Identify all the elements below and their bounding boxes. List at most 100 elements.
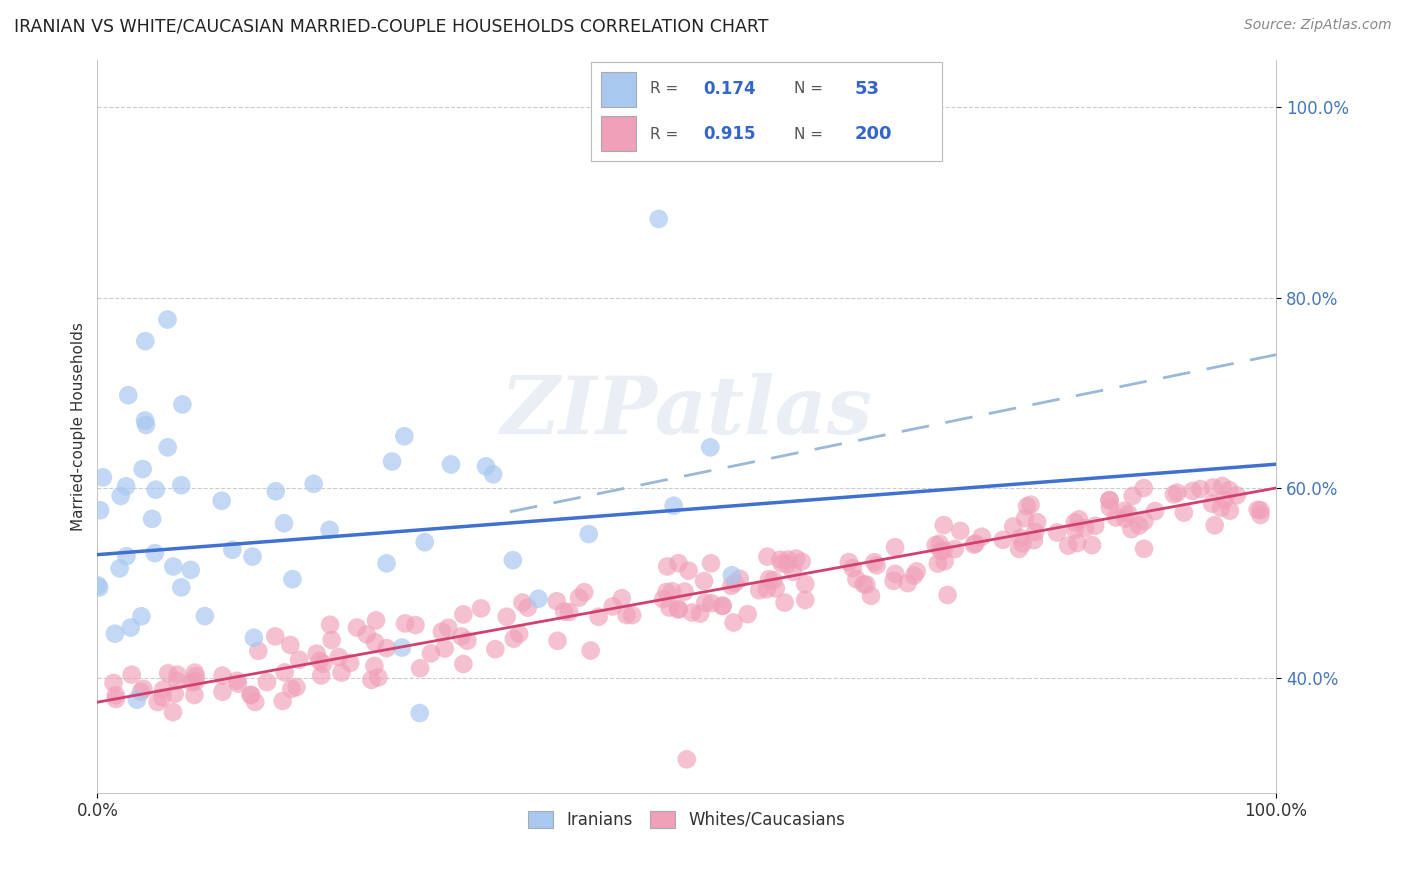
Point	[91, 470, 114, 484]
Point	[280, 681, 302, 696]
Point	[748, 583, 770, 598]
Point	[1002, 519, 1025, 533]
Point	[756, 549, 779, 564]
Point	[264, 484, 287, 499]
Point	[346, 621, 368, 635]
Point	[991, 533, 1014, 547]
Point	[280, 638, 302, 652]
Point	[1098, 500, 1121, 515]
Point	[132, 462, 155, 476]
Point	[482, 467, 505, 482]
Point	[330, 665, 353, 680]
Point	[794, 577, 817, 591]
Point	[1081, 538, 1104, 552]
Point	[162, 559, 184, 574]
Point	[929, 544, 952, 558]
Point	[661, 584, 683, 599]
Point	[927, 557, 949, 571]
Point	[117, 388, 139, 402]
Point	[508, 627, 530, 641]
Point	[430, 624, 453, 639]
Point	[184, 669, 207, 683]
Point	[1143, 504, 1166, 518]
Point	[1118, 507, 1140, 521]
Point	[903, 568, 925, 582]
Point	[115, 479, 138, 493]
Point	[721, 568, 744, 582]
Point	[256, 675, 278, 690]
Point	[673, 584, 696, 599]
Point	[936, 588, 959, 602]
Point	[375, 641, 398, 656]
Point	[1202, 480, 1225, 494]
Point	[166, 668, 188, 682]
Point	[364, 614, 387, 628]
Point	[655, 585, 678, 599]
Point	[172, 397, 194, 411]
Point	[143, 546, 166, 560]
Point	[1026, 515, 1049, 529]
Point	[1067, 512, 1090, 526]
Point	[394, 616, 416, 631]
Point	[778, 552, 800, 566]
Point	[1022, 533, 1045, 548]
Text: 200: 200	[853, 125, 891, 143]
Point	[852, 577, 875, 591]
Point	[152, 690, 174, 705]
Point	[970, 530, 993, 544]
Point	[163, 687, 186, 701]
Point	[1074, 521, 1097, 535]
Point	[141, 512, 163, 526]
Text: R =: R =	[650, 127, 683, 142]
Point	[363, 659, 385, 673]
Point	[433, 641, 456, 656]
Point	[273, 516, 295, 531]
Point	[360, 673, 382, 687]
Point	[437, 621, 460, 635]
Point	[104, 688, 127, 702]
Point	[652, 592, 675, 607]
Point	[135, 417, 157, 432]
Point	[965, 536, 987, 550]
Point	[602, 599, 624, 614]
Point	[274, 665, 297, 680]
Point	[512, 596, 534, 610]
Point	[790, 555, 813, 569]
Point	[578, 527, 600, 541]
Point	[963, 538, 986, 552]
Point	[1250, 508, 1272, 522]
Point	[758, 572, 780, 586]
Point	[162, 705, 184, 719]
Point	[211, 685, 233, 699]
Point	[579, 643, 602, 657]
Point	[308, 654, 330, 668]
Point	[104, 692, 127, 706]
Point	[568, 591, 591, 605]
Point	[1209, 500, 1232, 515]
Point	[183, 688, 205, 702]
Point	[658, 600, 681, 615]
Point	[728, 572, 751, 586]
Point	[1219, 503, 1241, 517]
Point	[776, 557, 799, 571]
Point	[648, 211, 671, 226]
Point	[1218, 483, 1240, 497]
Point	[132, 681, 155, 696]
Point	[391, 640, 413, 655]
Point	[711, 599, 734, 613]
Text: 0.915: 0.915	[703, 125, 755, 143]
Point	[194, 609, 217, 624]
Point	[1015, 500, 1038, 514]
Point	[146, 695, 169, 709]
Point	[1173, 506, 1195, 520]
Point	[1064, 523, 1087, 537]
Point	[450, 630, 472, 644]
Point	[243, 631, 266, 645]
Text: R =: R =	[650, 81, 683, 96]
Point	[1213, 492, 1236, 507]
Point	[924, 538, 946, 552]
Point	[381, 454, 404, 468]
Point	[108, 561, 131, 575]
Text: N =: N =	[794, 127, 824, 142]
Point	[115, 549, 138, 563]
